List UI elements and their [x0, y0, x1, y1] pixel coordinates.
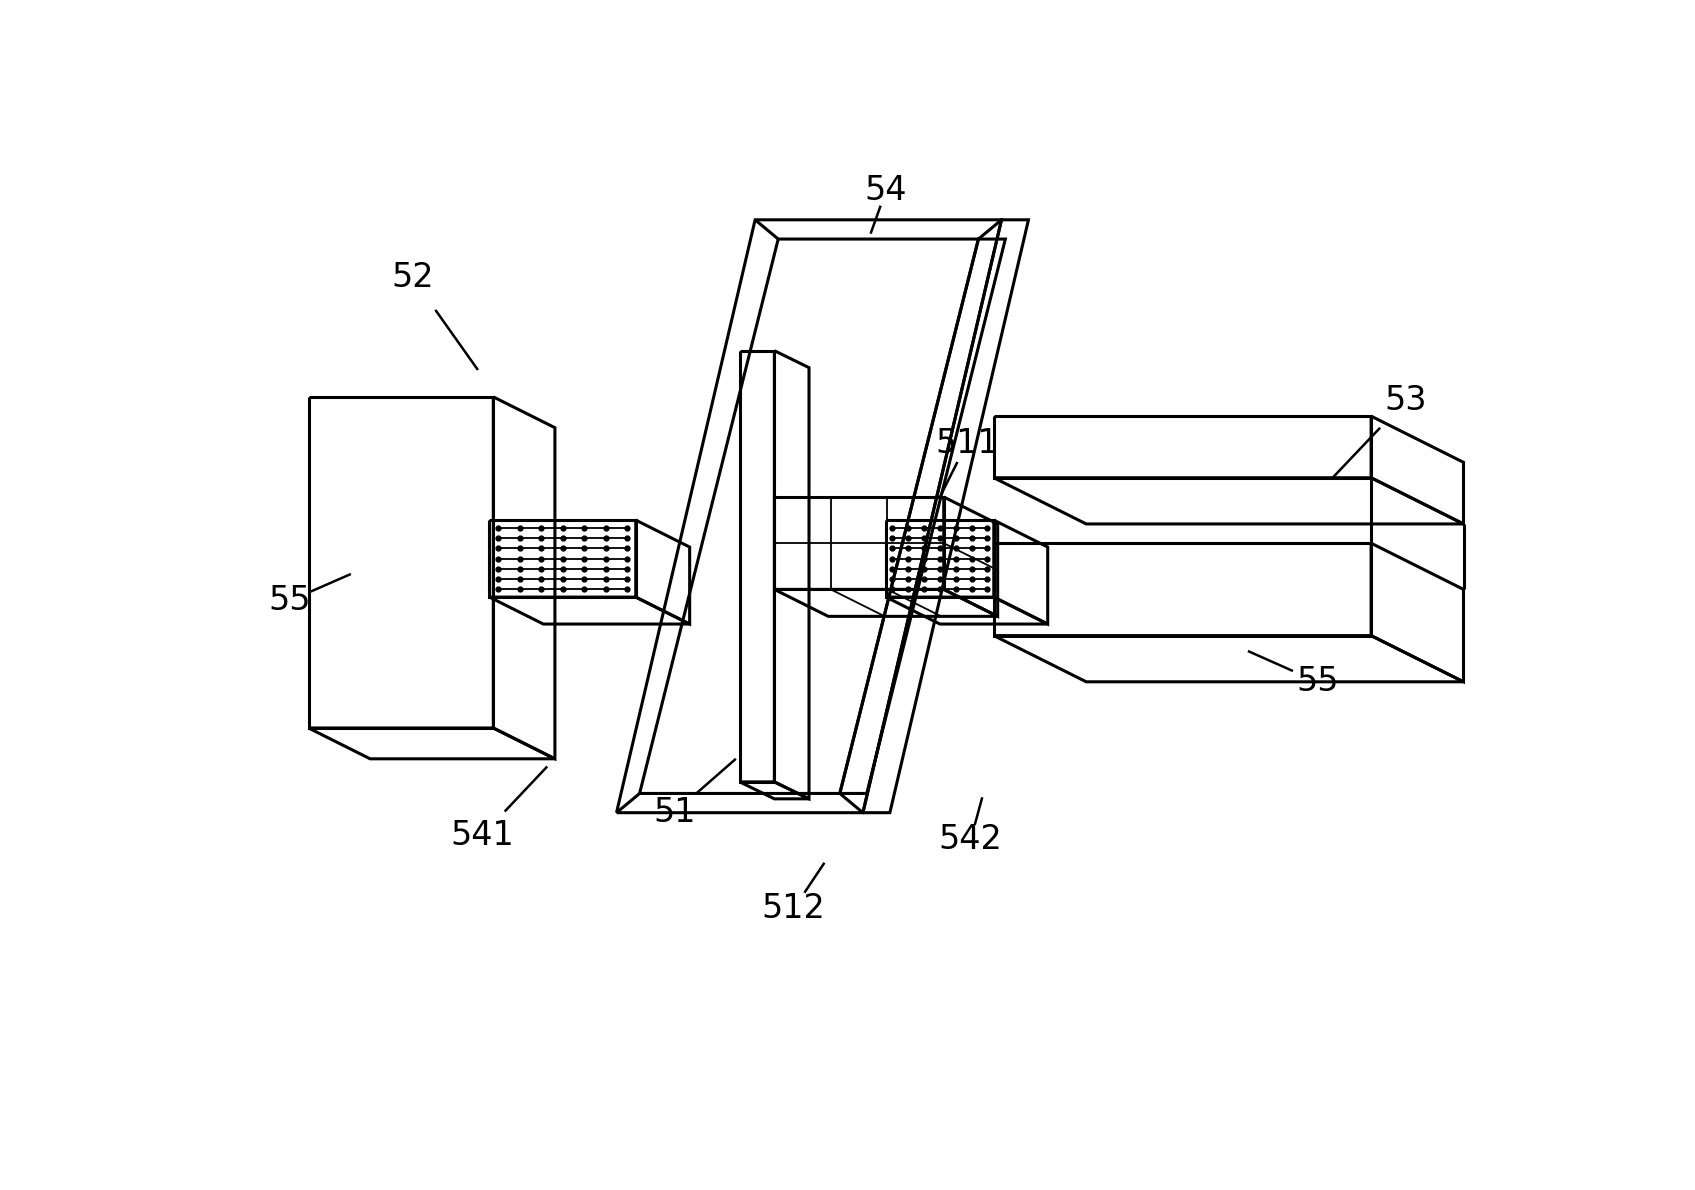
Text: 512: 512	[761, 892, 825, 926]
Text: 55: 55	[1297, 665, 1339, 699]
Text: 52: 52	[392, 261, 434, 294]
Text: 511: 511	[936, 426, 998, 459]
Text: 541: 541	[449, 819, 514, 852]
Text: 51: 51	[653, 796, 695, 829]
Text: 53: 53	[1385, 384, 1427, 418]
Text: 542: 542	[939, 823, 1003, 856]
Text: 54: 54	[864, 174, 907, 207]
Text: 55: 55	[268, 584, 310, 618]
